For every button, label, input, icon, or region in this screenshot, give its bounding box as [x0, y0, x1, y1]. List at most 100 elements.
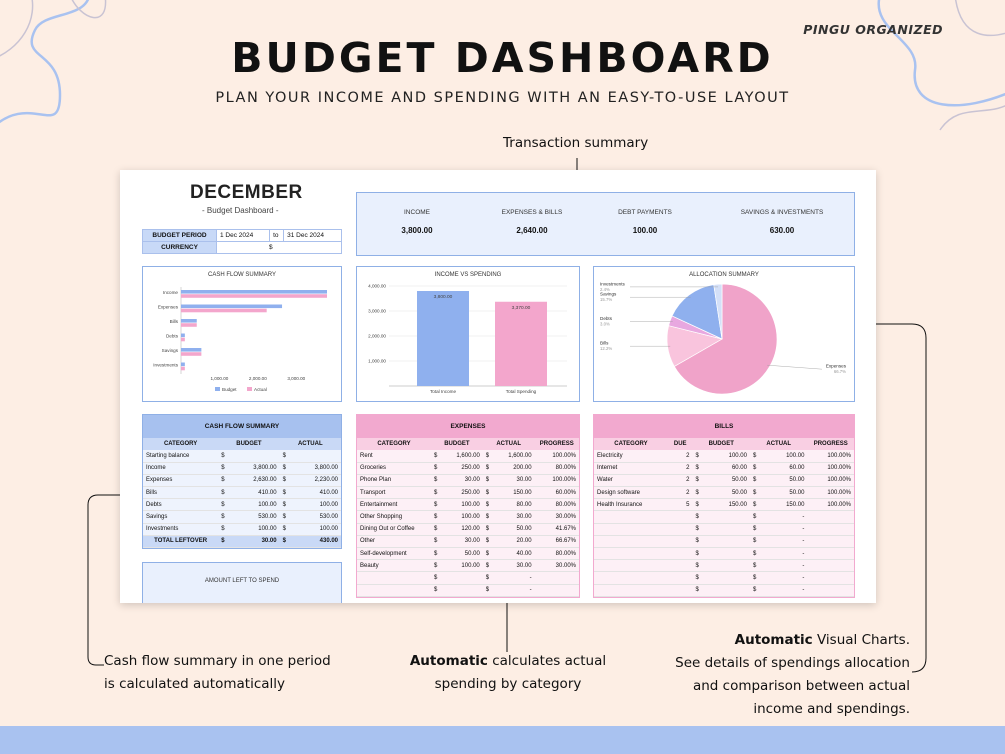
- table-cell[interactable]: $: [279, 474, 296, 488]
- table-cell[interactable]: [708, 584, 750, 597]
- table-cell[interactable]: $: [431, 450, 446, 463]
- table-cell[interactable]: Bills: [143, 486, 219, 500]
- table-cell[interactable]: $: [482, 450, 498, 463]
- table-cell[interactable]: $: [482, 523, 498, 536]
- table-row[interactable]: Starting balance $ $: [143, 450, 341, 463]
- table-cell[interactable]: [594, 571, 668, 585]
- table-cell[interactable]: Investments: [143, 523, 219, 536]
- table-cell[interactable]: 530.00: [234, 510, 280, 524]
- table-cell[interactable]: $: [279, 523, 296, 536]
- table-cell[interactable]: $: [431, 523, 446, 536]
- table-cell[interactable]: 40.00: [497, 547, 535, 561]
- table-cell[interactable]: [807, 584, 854, 597]
- table-cell[interactable]: 250.00: [445, 486, 483, 500]
- table-cell[interactable]: 100.00: [708, 450, 750, 463]
- table-row[interactable]: Other Shopping $100.00 $30.00 30.00%: [357, 510, 579, 524]
- table-cell[interactable]: [807, 523, 854, 536]
- table-row[interactable]: Health Insurance 5 $150.00 $150.00 100.00%: [594, 498, 854, 512]
- table-row[interactable]: Debts $100.00 $100.00: [143, 498, 341, 512]
- table-cell[interactable]: [234, 450, 280, 463]
- table-cell[interactable]: [445, 571, 483, 585]
- table-cell[interactable]: 30.00: [497, 474, 535, 488]
- table-cell[interactable]: [667, 523, 693, 536]
- table-cell[interactable]: 100.00%: [807, 498, 854, 512]
- table-cell[interactable]: $: [431, 547, 446, 561]
- table-cell[interactable]: 100.00%: [807, 486, 854, 500]
- table-row[interactable]: $ $ -: [594, 535, 854, 549]
- table-cell[interactable]: $: [482, 584, 498, 597]
- table-cell[interactable]: -: [766, 547, 808, 561]
- table-cell[interactable]: $: [431, 535, 446, 549]
- table-row[interactable]: Water 2 $50.00 $50.00 100.00%: [594, 474, 854, 488]
- table-cell[interactable]: $: [218, 498, 235, 512]
- table-cell[interactable]: $: [482, 486, 498, 500]
- table-cell[interactable]: 100.00: [445, 510, 483, 524]
- table-cell[interactable]: 100.00%: [807, 462, 854, 475]
- table-cell[interactable]: 30.00%: [534, 510, 579, 524]
- table-cell[interactable]: $: [279, 462, 296, 475]
- table-cell[interactable]: 250.00: [445, 462, 483, 475]
- table-cell[interactable]: [594, 535, 668, 549]
- table-cell[interactable]: 80.00%: [534, 547, 579, 561]
- table-row[interactable]: $ $ -: [594, 584, 854, 597]
- table-cell[interactable]: $: [692, 450, 709, 463]
- table-row[interactable]: Electricity 2 $100.00 $100.00 100.00%: [594, 450, 854, 463]
- table-row[interactable]: $ $ -: [594, 523, 854, 536]
- table-cell[interactable]: [594, 523, 668, 536]
- table-cell[interactable]: [445, 584, 483, 597]
- table-cell[interactable]: -: [766, 535, 808, 549]
- table-cell[interactable]: $: [749, 584, 767, 597]
- table-row[interactable]: $ $ -: [357, 584, 579, 597]
- currency-value[interactable]: $: [216, 241, 342, 254]
- period-start[interactable]: 1 Dec 2024: [215, 229, 271, 242]
- table-cell[interactable]: $: [218, 462, 235, 475]
- table-row[interactable]: $ $ -: [357, 571, 579, 585]
- table-cell[interactable]: [807, 547, 854, 561]
- table-cell[interactable]: 30.00: [445, 474, 483, 488]
- table-cell[interactable]: 60.00: [766, 462, 808, 475]
- table-cell[interactable]: [295, 450, 341, 463]
- table-cell[interactable]: 100.00: [445, 559, 483, 573]
- table-cell[interactable]: [708, 523, 750, 536]
- table-cell[interactable]: $: [482, 474, 498, 488]
- table-cell[interactable]: $: [279, 510, 296, 524]
- table-cell[interactable]: 2: [667, 450, 693, 463]
- table-cell[interactable]: $: [749, 486, 767, 500]
- table-cell[interactable]: 410.00: [234, 486, 280, 500]
- table-row[interactable]: Expenses $2,630.00 $2,230.00: [143, 474, 341, 488]
- table-cell[interactable]: $: [692, 462, 709, 475]
- table-cell[interactable]: $: [692, 523, 709, 536]
- table-cell[interactable]: 3,800.00: [234, 462, 280, 475]
- table-cell[interactable]: Starting balance: [143, 450, 219, 463]
- table-row[interactable]: Internet 2 $60.00 $60.00 100.00%: [594, 462, 854, 475]
- table-cell[interactable]: 100.00: [234, 498, 280, 512]
- table-cell[interactable]: $: [749, 535, 767, 549]
- table-cell[interactable]: 41.67%: [534, 523, 579, 536]
- table-cell[interactable]: [357, 584, 431, 597]
- table-row[interactable]: Rent $1,600.00 $1,600.00 100.00%: [357, 450, 579, 463]
- table-cell[interactable]: [534, 571, 579, 585]
- table-cell[interactable]: $: [749, 547, 767, 561]
- table-cell[interactable]: 50.00: [708, 474, 750, 488]
- table-cell[interactable]: 100.00: [295, 523, 341, 536]
- table-cell[interactable]: 2: [667, 474, 693, 488]
- table-row[interactable]: Investments $100.00 $100.00: [143, 523, 341, 536]
- table-cell[interactable]: $: [749, 462, 767, 475]
- table-cell[interactable]: [708, 510, 750, 524]
- table-cell[interactable]: $: [431, 486, 446, 500]
- table-cell[interactable]: Transport: [357, 486, 431, 500]
- table-cell[interactable]: Rent: [357, 450, 431, 463]
- table-cell[interactable]: $: [482, 535, 498, 549]
- table-cell[interactable]: $: [218, 474, 235, 488]
- table-cell[interactable]: $: [279, 486, 296, 500]
- table-cell[interactable]: $: [431, 584, 446, 597]
- table-cell[interactable]: [667, 584, 693, 597]
- table-cell[interactable]: $: [692, 584, 709, 597]
- table-cell[interactable]: Other Shopping: [357, 510, 431, 524]
- table-cell[interactable]: $: [692, 486, 709, 500]
- table-cell[interactable]: 100.00%: [807, 474, 854, 488]
- table-cell[interactable]: Self-development: [357, 547, 431, 561]
- table-row[interactable]: Beauty $100.00 $30.00 30.00%: [357, 559, 579, 573]
- table-cell[interactable]: [807, 510, 854, 524]
- table-cell[interactable]: $: [749, 559, 767, 573]
